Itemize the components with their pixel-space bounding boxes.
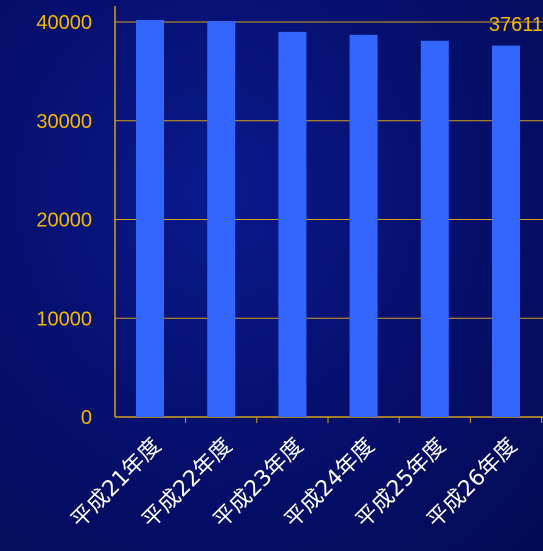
bar	[207, 21, 236, 417]
y-tick-label: 40000	[36, 12, 92, 34]
y-tick-label: 20000	[36, 210, 92, 232]
y-tick-label: 0	[81, 407, 92, 429]
bar	[492, 45, 520, 418]
bar	[278, 31, 307, 417]
data-label: 37611	[489, 14, 543, 36]
y-tick-label: 10000	[36, 308, 92, 330]
bar	[420, 40, 449, 417]
bar	[136, 20, 164, 418]
y-tick-label: 30000	[36, 111, 92, 133]
bar	[349, 34, 378, 418]
